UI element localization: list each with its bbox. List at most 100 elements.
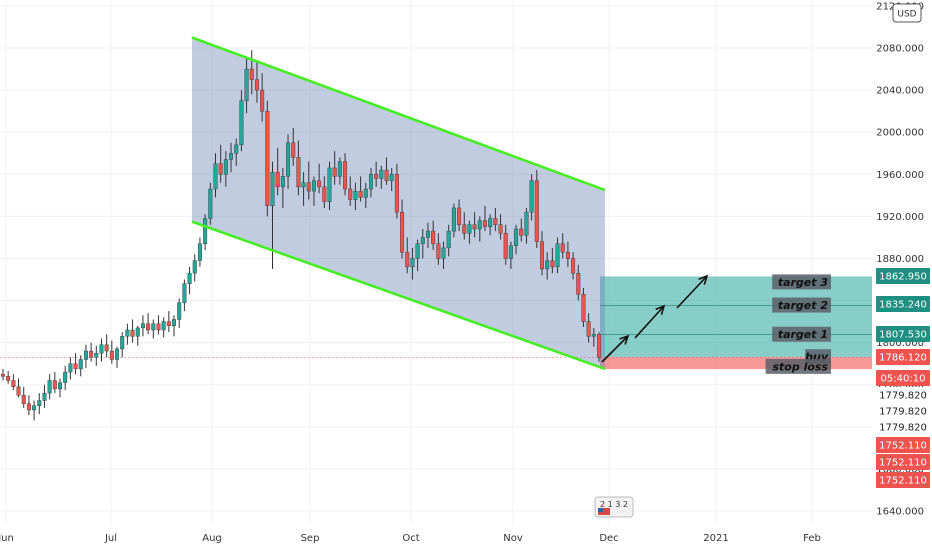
candle-body-72 — [374, 174, 379, 179]
candle-body-99 — [514, 228, 519, 247]
profit-zone — [600, 276, 872, 358]
candle-body-110 — [571, 258, 576, 274]
candle-body-51 — [265, 110, 270, 207]
candle-body-44 — [229, 153, 234, 160]
channel-upper-line — [191, 36, 606, 192]
candle-body-70 — [363, 188, 368, 198]
candle-body-16 — [83, 350, 88, 360]
candle-body-104 — [539, 241, 544, 270]
candle-body-18 — [94, 352, 99, 358]
candle-body-60 — [311, 180, 316, 192]
time-tick-dec: Dec — [599, 533, 618, 544]
price-badge-1752-110-9: 1752.110 — [879, 458, 927, 469]
arrow-line-2 — [634, 305, 665, 339]
candle-body-24 — [125, 329, 130, 337]
annotation-box-stop-loss — [765, 358, 831, 374]
candle-body-69 — [358, 190, 363, 198]
price-badge-box-10 — [876, 472, 930, 488]
candle-body-87 — [451, 207, 456, 232]
candle-body-38 — [197, 243, 202, 261]
candle-body-56 — [291, 142, 296, 158]
candle-body-107 — [555, 243, 560, 268]
risk-reward-zones — [0, 276, 872, 370]
candle-body-48 — [249, 68, 254, 80]
flag-icon — [598, 508, 610, 515]
event-flag[interactable]: 2 1 3 2 — [594, 496, 634, 518]
price-badge-1786-120-3: 1786.120 — [879, 353, 927, 364]
arrow-head-2 — [655, 304, 666, 315]
candle-body-68 — [353, 190, 358, 200]
candle-body-114 — [591, 334, 596, 337]
currency-label[interactable]: USD — [897, 10, 916, 20]
candles — [1, 50, 602, 421]
candle-body-77 — [400, 211, 405, 253]
price-badge-box-3 — [876, 349, 930, 365]
annotation-target-2: target 2 — [778, 299, 829, 312]
candle-body-94 — [488, 218, 493, 228]
candle-body-11 — [58, 382, 63, 390]
candle-body-76 — [394, 174, 399, 213]
candle-body-53 — [275, 171, 280, 188]
candle-body-1 — [6, 376, 11, 381]
arrow-line-1 — [601, 335, 629, 363]
candle-body-10 — [52, 380, 57, 390]
price-badge-box-0 — [876, 268, 930, 284]
time-tick-feb: Feb — [803, 533, 821, 544]
candle-body-22 — [115, 348, 120, 360]
candle-body-17 — [89, 350, 94, 358]
plot-background — [0, 0, 872, 525]
candle-body-74 — [384, 169, 389, 181]
candle-body-29 — [151, 323, 156, 331]
candle-body-37 — [192, 260, 197, 274]
price-tick-2000-000: 2000.000 — [876, 128, 924, 139]
price-badge-1862-950-0: 1862.950 — [879, 272, 927, 283]
candle-body-111 — [576, 272, 581, 295]
candle-body-6 — [32, 405, 37, 411]
candle-body-78 — [405, 251, 410, 268]
candle-body-7 — [37, 400, 42, 406]
price-badge-box-4 — [876, 370, 930, 386]
candle-body-19 — [99, 344, 104, 354]
annotation-stop-loss: stop loss — [773, 360, 829, 373]
annotation-target-3: target 3 — [778, 276, 829, 289]
candle-body-98 — [508, 245, 513, 259]
time-tick-nov: Nov — [503, 533, 523, 544]
price-tick-2080-000: 2080.000 — [876, 44, 924, 55]
candle-body-84 — [436, 243, 441, 259]
annotation-box-target-2 — [772, 297, 831, 313]
candle-body-26 — [135, 327, 140, 337]
price-badge-box-5 — [876, 387, 930, 403]
time-tick-sep: Sep — [301, 533, 320, 544]
candle-body-30 — [156, 323, 161, 331]
candle-body-36 — [187, 272, 192, 284]
candle-body-115 — [597, 334, 602, 358]
candle-body-102 — [529, 180, 534, 213]
price-tick-1880-000: 1880.000 — [876, 254, 924, 265]
candle-body-9 — [47, 380, 52, 394]
channel-lower-line — [191, 220, 606, 371]
price-tick-1920-000: 1920.000 — [876, 212, 924, 223]
candle-body-86 — [446, 230, 451, 249]
candle-body-82 — [425, 230, 430, 238]
candle-body-46 — [239, 100, 244, 146]
candle-body-20 — [104, 344, 109, 352]
currency-selector[interactable]: USD — [892, 3, 922, 23]
price-badge-box-7 — [876, 419, 930, 435]
time-tick-2021: 2021 — [703, 533, 728, 544]
candle-body-66 — [343, 161, 348, 190]
price-badge-box-1 — [876, 296, 930, 312]
channel-lines — [191, 36, 606, 371]
candle-body-4 — [21, 395, 26, 404]
candle-body-5 — [26, 403, 31, 411]
time-axis[interactable]: Jun Jul Aug Sep Oct Nov Dec 2021 Feb — [0, 533, 821, 544]
price-badge-box-9 — [876, 454, 930, 470]
candle-body-113 — [586, 321, 591, 337]
arrow-head-1 — [619, 334, 630, 345]
annotation-box-target-1 — [772, 326, 831, 342]
candle-body-79 — [410, 258, 415, 268]
candle-body-27 — [140, 323, 145, 329]
candle-body-25 — [130, 329, 135, 337]
candle-body-12 — [63, 371, 68, 383]
candle-body-40 — [208, 188, 213, 219]
